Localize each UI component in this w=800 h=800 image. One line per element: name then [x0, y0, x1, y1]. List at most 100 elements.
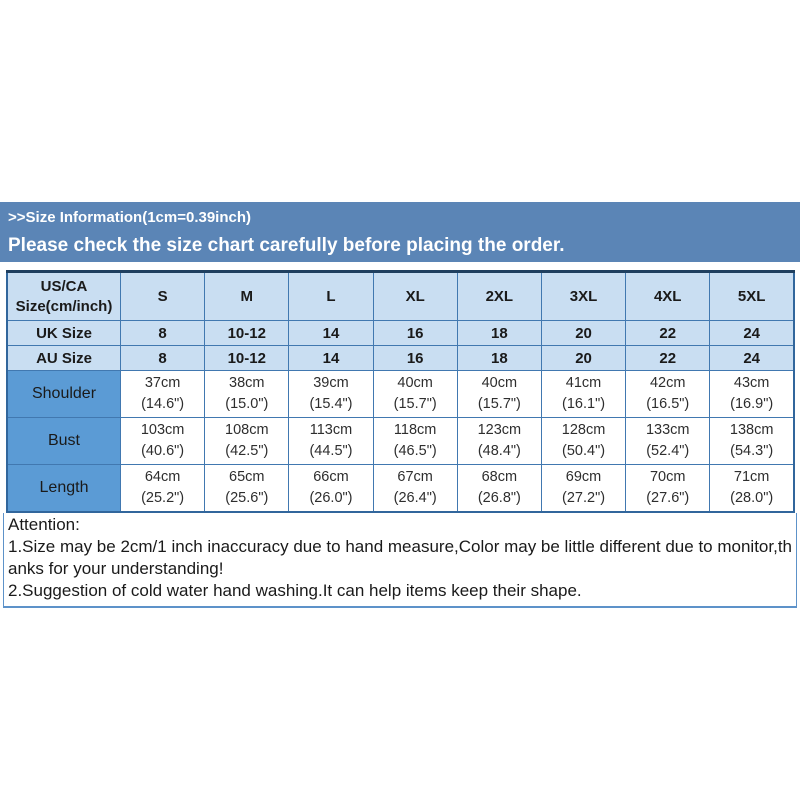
- size-row-label: AU Size: [6, 345, 121, 371]
- size-table-body: UK Size 8 10-12 14 16 18 20 22 24 AU Size 8 10-12 14…: [6, 320, 795, 513]
- inch-value: (15.7"): [393, 396, 437, 412]
- measurement-value-cell: 108cm (42.5"): [204, 417, 290, 465]
- inch-value: (26.4"): [393, 490, 437, 506]
- size-value-cell: 10-12: [204, 345, 290, 371]
- cm-value: 70cm: [649, 469, 686, 485]
- inch-value: (48.4"): [477, 443, 521, 459]
- attention-note: 1.Size may be 2cm/1 inch inaccuracy due …: [8, 537, 792, 578]
- cm-value: 69cm: [565, 469, 602, 485]
- cm-value: 67cm: [397, 469, 433, 485]
- inch-value: (26.0"): [309, 490, 353, 506]
- inch-value: (46.5"): [393, 443, 437, 459]
- cm-value: 41cm: [565, 375, 602, 391]
- measurement-label: Length: [6, 464, 121, 513]
- size-column-header: M: [204, 271, 290, 321]
- size-column-header: 3XL: [540, 271, 627, 321]
- inch-value: (15.0"): [225, 396, 269, 412]
- measurement-value-cell: 40cm (15.7"): [372, 370, 458, 418]
- size-value-cell: 18: [456, 345, 542, 371]
- inch-value: (16.1"): [562, 396, 606, 412]
- cm-value: 108cm: [225, 422, 269, 438]
- measurement-value-cell: 133cm (52.4"): [625, 417, 711, 465]
- inch-value: (15.4"): [309, 396, 353, 412]
- inch-value: (25.2"): [141, 490, 185, 506]
- inch-value: (16.9"): [730, 396, 774, 412]
- cm-value: 39cm: [313, 375, 349, 391]
- cm-value: 38cm: [229, 375, 265, 391]
- measurement-row: Bust 103cm (40.6") 108cm (42.5") 113cm (44.5")…: [6, 417, 795, 465]
- size-column-header: XL: [372, 271, 458, 321]
- size-value-cell: 14: [288, 345, 374, 371]
- cm-value: 66cm: [313, 469, 349, 485]
- size-value-cell: 14: [288, 320, 374, 346]
- inch-value: (26.8"): [477, 490, 521, 506]
- cm-value: 71cm: [733, 469, 770, 485]
- size-column-header: S: [119, 271, 206, 321]
- measurement-label: Bust: [6, 417, 121, 465]
- size-column-header: 4XL: [625, 271, 711, 321]
- inch-value: (16.5"): [646, 396, 690, 412]
- measurement-label: Shoulder: [6, 370, 121, 418]
- inch-value: (25.6"): [225, 490, 269, 506]
- size-value-cell: 20: [540, 320, 627, 346]
- inch-value: (27.2"): [562, 490, 606, 506]
- cm-value: 133cm: [645, 422, 690, 438]
- cm-value: 40cm: [397, 375, 433, 391]
- measurement-value-cell: 38cm (15.0"): [204, 370, 290, 418]
- size-column-header: 2XL: [456, 271, 542, 321]
- attention-notes: 1.Size may be 2cm/1 inch inaccuracy due …: [8, 536, 794, 602]
- cm-value: 118cm: [393, 422, 437, 438]
- size-value-cell: 22: [625, 345, 711, 371]
- inch-value: (40.6"): [141, 443, 185, 459]
- measurement-value-cell: 103cm (40.6"): [119, 417, 206, 465]
- measurement-value-cell: 66cm (26.0"): [288, 464, 374, 513]
- inch-value: (28.0"): [730, 490, 774, 506]
- size-value-cell: 16: [372, 345, 458, 371]
- size-table-header-row: US/CA Size(cm/inch) S M L XL 2XL 3XL 4XL 5XL: [6, 271, 795, 321]
- inch-value: (27.6"): [646, 490, 690, 506]
- inch-value: (14.6"): [141, 396, 185, 412]
- cm-value: 113cm: [309, 422, 353, 438]
- measurement-value-cell: 42cm (16.5"): [625, 370, 711, 418]
- banner-subtitle: Please check the size chart carefully be…: [8, 235, 565, 256]
- corner-header-line: US/CA: [40, 277, 88, 295]
- size-value-cell: 10-12: [204, 320, 290, 346]
- size-column-header: L: [288, 271, 374, 321]
- attention-note: 2.Suggestion of cold water hand washing.…: [8, 581, 582, 600]
- cm-value: 65cm: [229, 469, 265, 485]
- measurement-value-cell: 138cm (54.3"): [709, 417, 795, 465]
- cm-value: 42cm: [649, 375, 686, 391]
- inch-value: (50.4"): [562, 443, 606, 459]
- size-value-cell: 24: [709, 345, 795, 371]
- measurement-value-cell: 68cm (26.8"): [456, 464, 542, 513]
- size-info-banner: >>Size Information(1cm=0.39inch) Please …: [0, 202, 800, 262]
- cm-value: 123cm: [477, 422, 522, 438]
- inch-value: (44.5"): [309, 443, 353, 459]
- measurement-value-cell: 128cm (50.4"): [540, 417, 627, 465]
- measurement-value-cell: 69cm (27.2"): [540, 464, 627, 513]
- inch-value: (42.5"): [225, 443, 269, 459]
- measurement-value-cell: 71cm (28.0"): [709, 464, 795, 513]
- cm-value: 103cm: [140, 422, 185, 438]
- measurement-value-cell: 67cm (26.4"): [372, 464, 458, 513]
- measurement-value-cell: 65cm (25.6"): [204, 464, 290, 513]
- size-table-head: US/CA Size(cm/inch) S M L XL 2XL 3XL 4XL 5XL: [6, 271, 795, 321]
- cm-value: 43cm: [733, 375, 770, 391]
- size-value-cell: 22: [625, 320, 711, 346]
- cm-value: 128cm: [561, 422, 606, 438]
- attention-box: Attention: 1.Size may be 2cm/1 inch inac…: [3, 513, 797, 608]
- size-value-cell: 20: [540, 345, 627, 371]
- inch-value: (54.3"): [730, 443, 774, 459]
- inch-value: (15.7"): [477, 396, 521, 412]
- banner-title: >>Size Information(1cm=0.39inch): [8, 209, 251, 226]
- size-value-cell: 24: [709, 320, 795, 346]
- measurement-value-cell: 39cm (15.4"): [288, 370, 374, 418]
- size-value-cell: 18: [456, 320, 542, 346]
- size-column-header: 5XL: [709, 271, 795, 321]
- cm-value: 64cm: [144, 469, 181, 485]
- measurement-value-cell: 70cm (27.6"): [625, 464, 711, 513]
- measurement-value-cell: 64cm (25.2"): [119, 464, 206, 513]
- measurement-value-cell: 43cm (16.9"): [709, 370, 795, 418]
- size-row: UK Size 8 10-12 14 16 18 20 22 24: [6, 320, 795, 346]
- size-table: US/CA Size(cm/inch) S M L XL 2XL 3XL 4XL 5XL UK S…: [6, 270, 795, 513]
